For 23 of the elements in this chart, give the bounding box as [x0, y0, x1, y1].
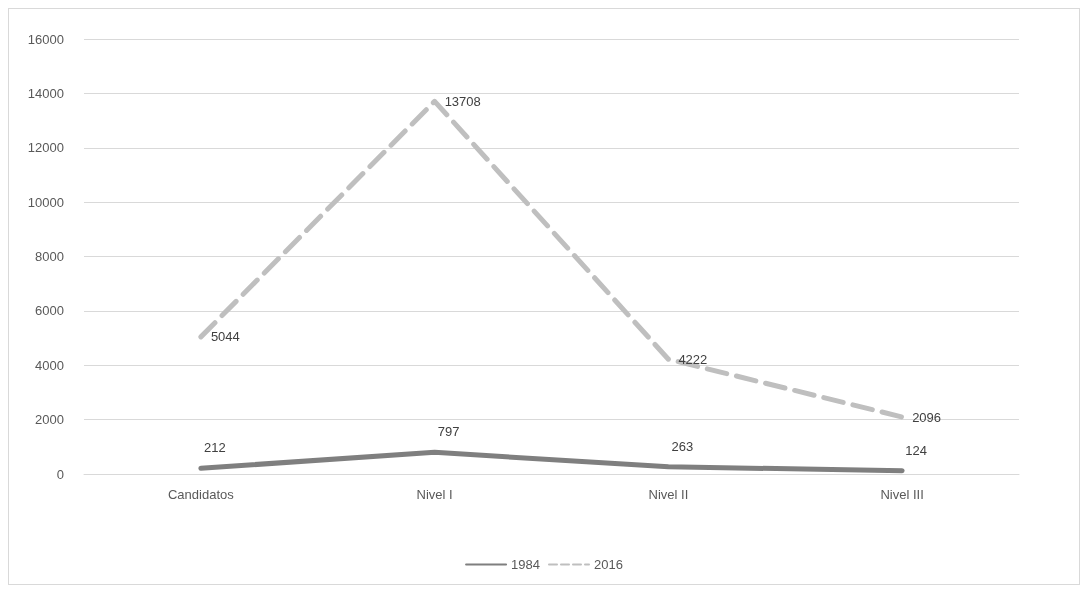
legend-label: 2016 [594, 557, 623, 572]
y-tick-label: 8000 [35, 249, 64, 264]
y-tick-label: 10000 [27, 194, 64, 210]
data-label: 797 [437, 424, 460, 440]
x-tick-label: Nivel I [416, 487, 453, 502]
data-label: 4222 [678, 351, 708, 367]
y-tick-label: 0 [56, 466, 64, 482]
y-tick-label: 16000 [27, 31, 64, 47]
data-label: 2096 [912, 409, 942, 425]
data-label: 5044 [210, 329, 240, 345]
y-tick-label: 4000 [35, 357, 64, 373]
y-tick-label: 14000 [27, 85, 64, 101]
y-tick-label: 6000 [35, 303, 64, 319]
y-tick-label: 12000 [27, 140, 64, 156]
x-tick-label: Nivel II [648, 487, 689, 502]
x-tick-label: Nivel III [880, 487, 924, 502]
x-tick-label: Candidatos [167, 487, 235, 502]
data-label: 13708 [444, 93, 481, 109]
data-label: 263 [671, 438, 694, 454]
y-tick-label: 2000 [35, 412, 64, 428]
data-label: 124 [905, 442, 927, 458]
legend-label: 1984 [511, 557, 540, 572]
data-label: 212 [204, 440, 226, 456]
